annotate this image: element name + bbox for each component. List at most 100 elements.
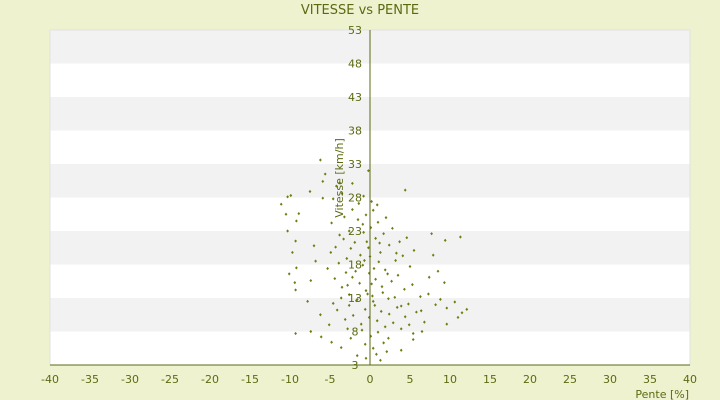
data-point xyxy=(349,246,353,251)
data-point xyxy=(346,283,349,287)
data-point xyxy=(345,256,349,261)
data-point xyxy=(306,299,309,303)
x-tick-label: 35 xyxy=(643,373,657,386)
data-point xyxy=(308,189,312,194)
axes xyxy=(50,30,690,366)
data-point xyxy=(365,240,369,244)
data-point xyxy=(295,266,298,270)
data-point xyxy=(361,222,365,226)
data-point xyxy=(335,308,339,312)
data-point xyxy=(355,354,359,358)
data-point xyxy=(361,263,365,267)
data-point xyxy=(371,299,375,303)
data-point xyxy=(374,236,377,240)
x-axis-title: Pente [%] xyxy=(635,388,689,400)
x-tick-label: -15 xyxy=(241,373,259,386)
data-point xyxy=(395,305,399,309)
data-point xyxy=(436,269,440,273)
data-points xyxy=(279,158,469,362)
x-tick-label: -35 xyxy=(81,373,99,386)
data-point xyxy=(371,346,375,350)
data-point xyxy=(330,340,333,344)
data-point xyxy=(375,352,378,356)
data-point xyxy=(399,327,403,331)
data-point xyxy=(408,264,412,269)
data-point xyxy=(366,292,369,296)
data-point xyxy=(346,327,349,331)
data-point xyxy=(445,322,449,326)
data-point xyxy=(387,312,391,316)
data-point xyxy=(376,330,380,334)
data-point xyxy=(364,289,368,293)
data-point xyxy=(423,320,426,324)
data-point xyxy=(430,232,433,236)
data-point xyxy=(354,269,357,273)
data-point xyxy=(367,169,370,173)
x-tick-label: 5 xyxy=(407,373,414,386)
data-point xyxy=(367,246,370,250)
data-point xyxy=(347,303,351,307)
data-point xyxy=(371,208,375,212)
data-point xyxy=(363,307,367,311)
data-point xyxy=(314,259,317,263)
data-point xyxy=(383,268,387,272)
data-point xyxy=(343,215,346,219)
data-point xyxy=(460,311,464,315)
data-point xyxy=(364,356,368,360)
data-point xyxy=(351,207,354,212)
x-tick-label: 20 xyxy=(523,373,537,386)
data-point xyxy=(357,201,361,206)
data-point xyxy=(362,194,365,198)
y-tick-label: 18 xyxy=(348,259,362,272)
x-tick-label: -30 xyxy=(121,373,139,386)
x-tick-label: -10 xyxy=(281,373,299,386)
data-point xyxy=(340,285,344,289)
data-point xyxy=(407,302,410,306)
data-point xyxy=(387,336,390,340)
x-tick-label: 25 xyxy=(563,373,577,386)
data-point xyxy=(331,197,335,201)
data-point xyxy=(287,272,291,276)
data-point xyxy=(343,317,347,322)
data-point xyxy=(375,203,379,207)
data-point xyxy=(359,253,362,257)
y-tick-label: 33 xyxy=(348,158,362,171)
data-point xyxy=(459,235,462,239)
data-point xyxy=(419,309,423,313)
data-point xyxy=(403,315,407,319)
data-point xyxy=(330,221,333,225)
x-tick-label: 40 xyxy=(683,373,697,386)
data-point xyxy=(382,232,385,236)
data-point xyxy=(351,275,354,279)
data-point xyxy=(386,272,389,276)
data-point xyxy=(360,328,364,332)
data-point xyxy=(333,276,337,281)
data-point xyxy=(427,292,430,296)
data-point xyxy=(339,296,343,300)
data-point xyxy=(295,219,298,223)
data-point xyxy=(358,281,361,285)
data-point xyxy=(393,295,397,299)
data-point xyxy=(353,240,357,244)
chart-title: VITESSE vs PENTE xyxy=(301,3,419,18)
data-point xyxy=(379,250,382,255)
data-point xyxy=(374,277,377,281)
data-point xyxy=(326,266,329,271)
y-axis-title: Vitesse [km/h] xyxy=(333,138,346,218)
data-point xyxy=(370,282,373,286)
data-point xyxy=(321,179,325,184)
data-point xyxy=(419,295,422,299)
x-tick-label: -5 xyxy=(325,373,336,386)
data-point xyxy=(363,258,366,263)
data-point xyxy=(294,288,297,292)
data-point xyxy=(376,220,380,224)
data-point xyxy=(379,358,382,362)
data-point xyxy=(380,285,384,289)
data-point xyxy=(297,211,301,216)
y-tick-label: 48 xyxy=(348,58,362,71)
data-point xyxy=(395,251,398,255)
data-point xyxy=(323,172,327,176)
data-point xyxy=(403,287,406,291)
